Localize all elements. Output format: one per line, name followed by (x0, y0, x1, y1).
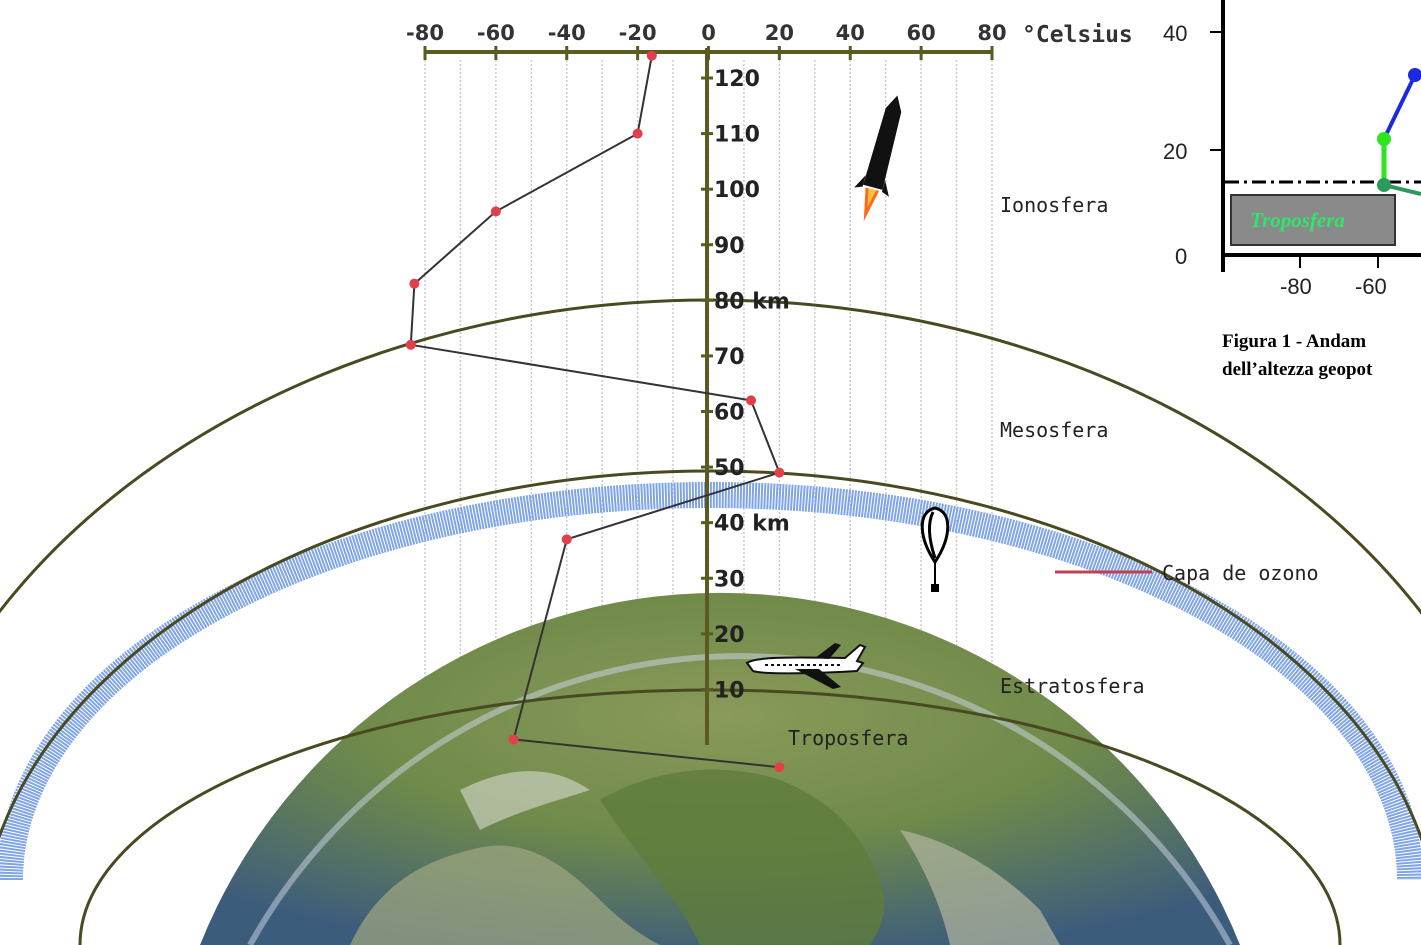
inset-point-blue (1408, 68, 1421, 82)
altitude-tick-label: 30 (714, 567, 745, 592)
inset-y-tick-20: 20 (1163, 139, 1187, 164)
temperature-profile-point (409, 278, 420, 289)
inset-caption: Figura 1 - Andam dell’altezza geopot (1222, 328, 1421, 384)
balloon-icon (920, 506, 950, 592)
temperature-profile-point (561, 534, 572, 545)
altitude-tick-label: 120 (714, 67, 760, 92)
temperature-profile-point (632, 128, 643, 139)
inset-x-tick-80: -80 (1280, 274, 1312, 299)
temperature-profile-point (405, 339, 416, 350)
inset-troposfera-box (1230, 194, 1396, 246)
inset-x-tick-60: -60 (1355, 274, 1387, 299)
temperature-profile-point (774, 467, 785, 478)
temperature-profile-point (490, 206, 501, 217)
temperature-tick-label: -20 (619, 21, 657, 45)
temperature-axis-ticks: -80 -60 -40 -20 0 20 40 60 80 (406, 21, 1007, 60)
inset-caption-line2: dell’altezza geopot (1222, 359, 1373, 380)
layer-label-troposfera: Troposfera (788, 726, 908, 750)
shell-stratopause (0, 469, 1421, 843)
temperature-profile-point (508, 734, 519, 745)
inset-y-tick-0: 0 (1175, 244, 1187, 269)
altitude-tick-label: 40 km (714, 512, 790, 537)
altitude-tick-label: 110 (714, 123, 760, 148)
temperature-tick-label: 80 (977, 21, 1006, 45)
ozone-layer-label: Capa de ozono (1162, 561, 1319, 585)
altitude-tick-label: 60 (714, 401, 745, 426)
layer-label-mesosfera: Mesosfera (1000, 418, 1108, 442)
inset-point-green (1377, 132, 1391, 146)
layer-label-ionosfera: Ionosfera (1000, 193, 1108, 217)
inset-caption-line1: Figura 1 - Andam (1222, 331, 1367, 352)
earth-icon (200, 592, 1240, 945)
temperature-tick-label: -40 (548, 21, 586, 45)
temperature-profile-point (774, 762, 785, 773)
airplane-icon (745, 643, 867, 689)
inset-y-tick-40: 40 (1163, 21, 1187, 46)
layer-label-estratosfera: Estratosfera (1000, 674, 1145, 698)
temperature-tick-label: 40 (836, 21, 865, 45)
inset-troposfera-label: Troposfera (1250, 208, 1345, 232)
temperature-profile-point (646, 50, 657, 61)
altitude-tick-label: 100 (714, 178, 760, 203)
inset-point-darkgreen (1377, 178, 1391, 192)
altitude-tick-label: 20 (714, 623, 745, 648)
temperature-tick-label: 0 (701, 21, 716, 45)
altitude-tick-label: 80 km (714, 289, 790, 314)
temperature-unit: °Celsius (1022, 22, 1133, 48)
temperature-profile (405, 50, 785, 773)
altitude-tick-label: 90 (714, 234, 745, 259)
temperature-tick-label: 60 (907, 21, 936, 45)
altitude-tick-label: 50 (714, 456, 745, 481)
temperature-tick-label: -60 (477, 21, 515, 45)
altitude-tick-label: 10 (714, 678, 745, 703)
temperature-profile-point (746, 395, 757, 406)
rocket-icon (854, 95, 902, 222)
temperature-profile-line (409, 55, 781, 769)
altitude-tick-label: 70 (714, 345, 745, 370)
altitude-axis-ticks: 120 110 100 90 80 km 70 60 50 40 km 30 20 10 (701, 67, 790, 703)
inset-chart: 40 20 0 -80 -60 Troposfera (1163, 0, 1421, 299)
temperature-tick-label: 20 (765, 21, 794, 45)
temperature-tick-label: -80 (406, 21, 444, 45)
